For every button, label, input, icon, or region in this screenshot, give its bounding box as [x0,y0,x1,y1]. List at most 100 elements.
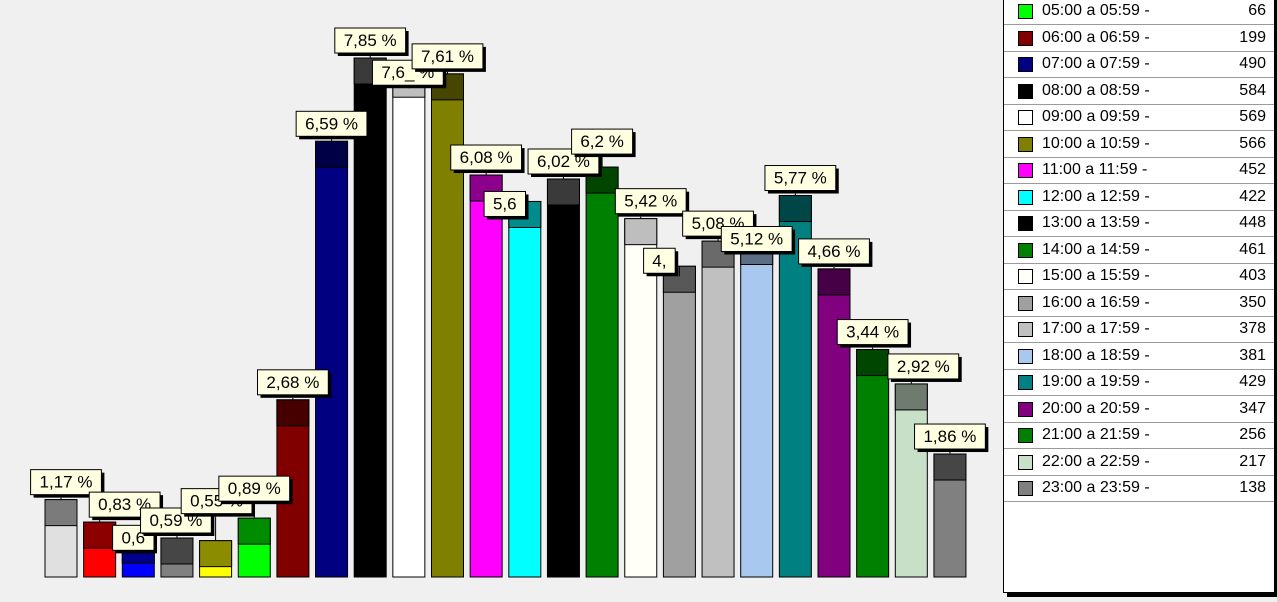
bar-22-top [856,349,890,377]
legend-count: 403 [1239,267,1266,284]
legend-count: 429 [1239,373,1266,390]
legend-separator [1004,262,1274,264]
legend-label: 23:00 a 23:59 - [1042,479,1150,496]
legend-item: 11:00 a 11:59 - 452 [1004,158,1274,184]
legend-label: 15:00 a 15:59 - [1042,267,1150,284]
value-label-text: 6,59 % [305,114,358,133]
bar-10[interactable] [392,70,426,578]
value-label-box [483,190,527,217]
legend-separator [1004,421,1274,423]
value-label-text: 7,61 % [421,47,474,66]
legend-count: 422 [1239,187,1266,205]
legend-item: 10:00 a 10:59 - 566 [1004,132,1274,158]
legend-swatch [1018,295,1033,311]
bar-13[interactable] [508,200,542,578]
legend-count: 448 [1239,214,1266,231]
legend-swatch [1018,4,1033,19]
bar-16-top [624,218,658,246]
bar-23[interactable] [894,383,928,578]
legend-label: 10:00 a 10:59 - [1042,134,1150,152]
legend-label: 13:00 a 13:59 - [1042,214,1150,231]
legend-separator [1004,368,1274,370]
bar-chart: 1,17 %0,83 %0,60,59 %0,55 %0,89 %2,68 %6… [30,27,989,578]
bar-22[interactable] [856,349,890,578]
legend-swatch [1018,481,1033,496]
bar-18[interactable] [701,240,735,578]
legend-swatch [1018,375,1033,390]
bar-8-top [315,140,349,168]
legend-item: 22:00 a 22:59 - 217 [1004,450,1274,476]
legend-item: 07:00 a 07:59 - 490 [1004,52,1274,78]
value-label-7: 2,68 % [257,369,332,398]
bar-8[interactable] [315,140,349,578]
value-label-12: 6,08 % [450,144,525,174]
value-label-text: 1,17 % [40,473,93,492]
legend-label: 14:00 a 14:59 - [1042,240,1150,258]
legend-item: 20:00 a 20:59 - 347 [1004,397,1274,423]
legend-count: 584 [1239,81,1266,99]
value-label-box [720,225,793,252]
legend-separator [1004,395,1274,396]
legend-count: 569 [1239,108,1266,125]
value-label-box [764,165,837,192]
legend-label: 07:00 a 07:59 - [1042,55,1150,72]
legend-swatch [1018,269,1033,284]
legend-label: 05:00 a 05:59 - [1042,2,1150,19]
bar-19[interactable] [740,237,774,578]
bar-12[interactable] [469,174,503,578]
bar-24-top [933,453,967,481]
legend-label: 20:00 a 20:59 - [1042,399,1150,417]
legend-item: 05:00 a 05:59 - 66 [1004,0,1274,25]
legend-label: 21:00 a 21:59 - [1042,426,1150,443]
legend-count: 461 [1239,240,1266,258]
legend-swatch [1018,242,1033,258]
legend-separator [1004,209,1274,211]
value-label-box [798,238,870,265]
value-label-text: 0,6 [121,528,145,547]
value-label-text: 7,85 % [344,31,397,50]
legend-count: 256 [1239,426,1266,443]
legend-count: 66 [1248,2,1266,19]
legend-item: 08:00 a 08:59 - 584 [1004,79,1274,105]
legend-label: 11:00 a 11:59 - [1042,161,1148,178]
legend-swatch [1018,57,1033,72]
legend-swatch [1018,322,1033,337]
value-label-4: 0,59 % [140,507,215,536]
bar-9[interactable] [353,57,387,578]
value-label-box [30,469,102,496]
legend-item: 09:00 a 09:59 - 569 [1004,105,1274,131]
bar-5-top [199,540,233,568]
value-label-box [218,475,291,502]
legend-count: 138 [1239,479,1266,496]
value-label-9: 7,85 % [334,27,409,56]
bar-15[interactable] [585,166,619,578]
bar-14-top [546,178,580,206]
value-label-box [614,188,687,215]
legend-count: 217 [1239,452,1266,470]
value-label-24: 1,86 % [914,423,989,453]
legend-swatch [1018,216,1033,231]
legend-swatch [1018,110,1033,125]
value-label-box [334,27,407,54]
legend-item: 18:00 a 18:59 - 381 [1004,344,1274,370]
value-label-box [257,369,329,396]
value-label-21: 4,66 % [798,238,873,267]
bar-21[interactable] [817,268,851,578]
legend-swatch [1018,348,1033,364]
legend-item: 16:00 a 16:59 - 350 [1004,291,1274,317]
legend-label: 06:00 a 06:59 - [1042,28,1150,46]
legend-separator [1004,289,1274,290]
bar-23-top [894,383,928,411]
legend-separator [1004,103,1274,105]
legend-separator [1004,77,1274,78]
value-label-22: 3,44 % [836,319,912,348]
legend-label: 09:00 a 09:59 - [1042,108,1150,125]
value-label-text: 2,68 % [266,373,319,392]
value-label-19: 5,12 % [720,225,796,255]
value-label-box [643,247,676,274]
bar-14[interactable] [546,178,580,578]
bar-17[interactable] [662,265,696,578]
value-label-23: 2,92 % [887,353,962,382]
legend-swatch [1018,454,1033,470]
